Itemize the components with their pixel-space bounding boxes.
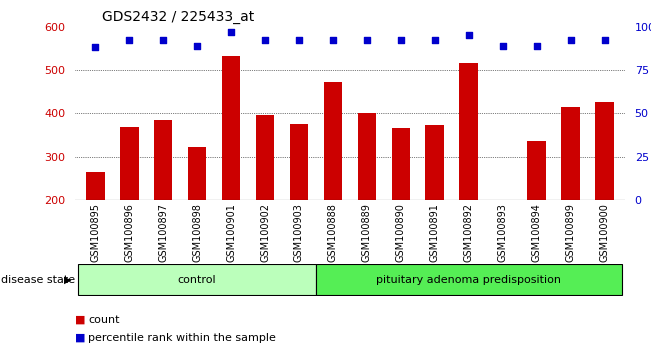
Text: control: control bbox=[178, 275, 216, 285]
Bar bbox=[426, 125, 444, 287]
Text: GSM100895: GSM100895 bbox=[90, 203, 100, 262]
Text: GSM100891: GSM100891 bbox=[430, 203, 440, 262]
Text: ■: ■ bbox=[75, 315, 85, 325]
Text: ▶: ▶ bbox=[64, 275, 72, 285]
Text: disease state: disease state bbox=[1, 275, 75, 285]
Text: GSM100897: GSM100897 bbox=[158, 203, 168, 262]
Bar bbox=[154, 120, 173, 287]
Text: GSM100898: GSM100898 bbox=[192, 203, 202, 262]
Point bbox=[158, 38, 169, 43]
Text: GSM100896: GSM100896 bbox=[124, 203, 134, 262]
Text: GSM100901: GSM100901 bbox=[226, 203, 236, 262]
Point bbox=[430, 38, 440, 43]
Text: GSM100902: GSM100902 bbox=[260, 203, 270, 262]
Point bbox=[464, 32, 474, 38]
Text: count: count bbox=[88, 315, 119, 325]
Text: GSM100889: GSM100889 bbox=[362, 203, 372, 262]
Point bbox=[566, 38, 576, 43]
Bar bbox=[391, 129, 410, 287]
Point bbox=[497, 43, 508, 48]
Point bbox=[600, 38, 610, 43]
Point bbox=[531, 43, 542, 48]
Text: GSM100893: GSM100893 bbox=[498, 203, 508, 262]
Point bbox=[192, 43, 202, 48]
Bar bbox=[357, 113, 376, 287]
Text: ■: ■ bbox=[75, 333, 85, 343]
Bar bbox=[595, 102, 614, 287]
Text: GSM100892: GSM100892 bbox=[464, 203, 474, 262]
Bar bbox=[78, 264, 316, 295]
Bar bbox=[493, 200, 512, 287]
Text: GSM100900: GSM100900 bbox=[600, 203, 609, 262]
Text: pituitary adenoma predisposition: pituitary adenoma predisposition bbox=[376, 275, 561, 285]
Text: GDS2432 / 225433_at: GDS2432 / 225433_at bbox=[102, 10, 255, 24]
Bar bbox=[316, 264, 622, 295]
Bar bbox=[256, 115, 274, 287]
Text: GSM100894: GSM100894 bbox=[532, 203, 542, 262]
Bar bbox=[324, 82, 342, 287]
Point bbox=[260, 38, 270, 43]
Bar bbox=[561, 107, 580, 287]
Bar bbox=[120, 127, 139, 287]
Bar bbox=[187, 147, 206, 287]
Point bbox=[90, 45, 100, 50]
Bar bbox=[527, 142, 546, 287]
Text: GSM100890: GSM100890 bbox=[396, 203, 406, 262]
Point bbox=[226, 29, 236, 35]
Point bbox=[362, 38, 372, 43]
Bar bbox=[86, 172, 105, 287]
Text: GSM100888: GSM100888 bbox=[328, 203, 338, 262]
Point bbox=[294, 38, 304, 43]
Text: percentile rank within the sample: percentile rank within the sample bbox=[88, 333, 276, 343]
Text: GSM100899: GSM100899 bbox=[566, 203, 575, 262]
Point bbox=[124, 38, 134, 43]
Text: GSM100903: GSM100903 bbox=[294, 203, 304, 262]
Point bbox=[327, 38, 338, 43]
Bar bbox=[290, 124, 309, 287]
Bar bbox=[460, 63, 478, 287]
Point bbox=[396, 38, 406, 43]
Bar bbox=[222, 56, 240, 287]
